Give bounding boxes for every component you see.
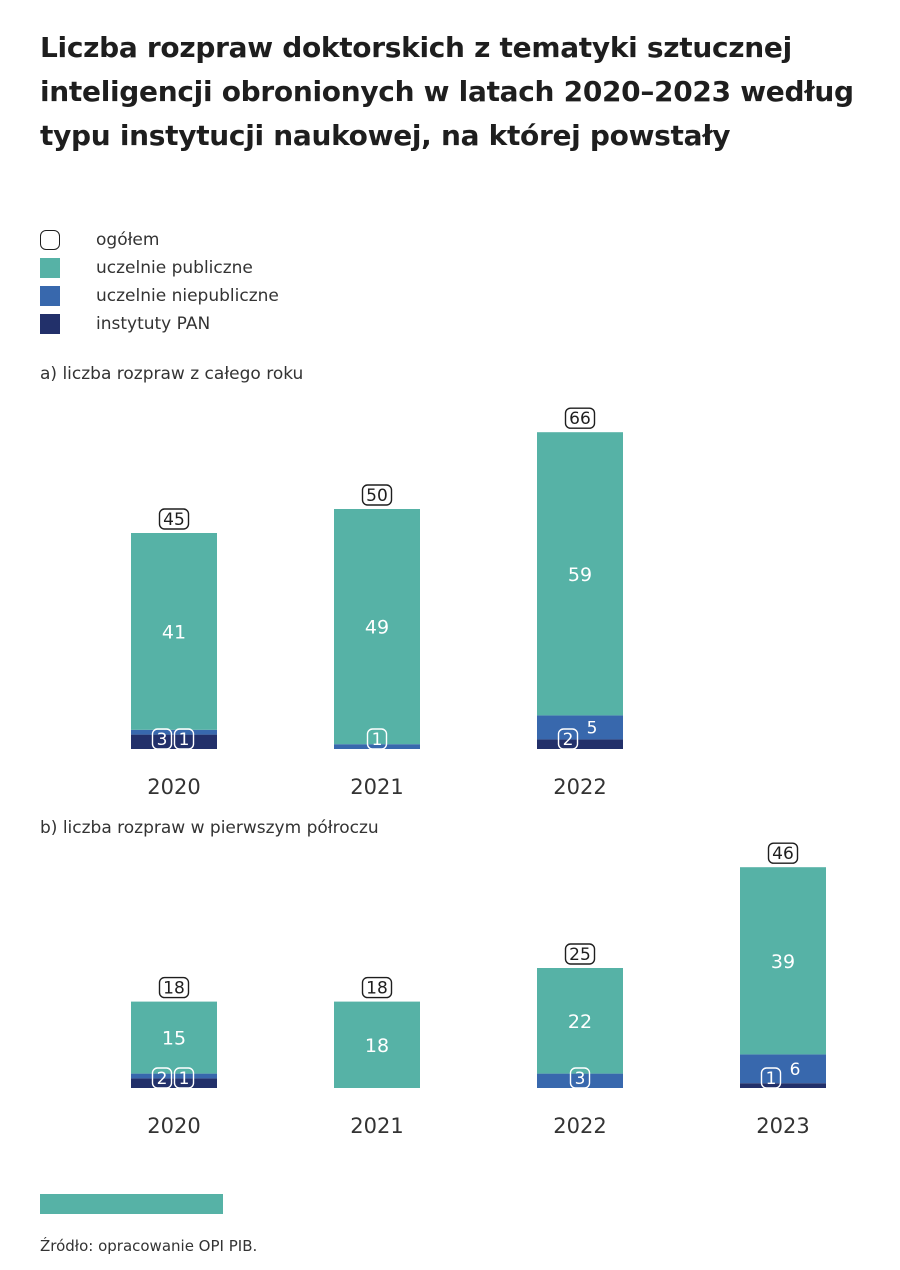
value-label-public-2022: 22	[568, 1011, 592, 1033]
total-label-2021: 18	[366, 979, 388, 999]
total-label-2023: 46	[772, 844, 794, 864]
value-label-nonpublic-2022: 5	[587, 718, 598, 738]
total-label-2020: 18	[163, 979, 185, 999]
x-tick-label-2021: 2021	[350, 775, 403, 799]
value-label-pan-2020-box	[151, 1067, 173, 1089]
legend-label-nonpublic: uczelnie niepubliczne	[96, 286, 279, 306]
total-label-2021: 50	[366, 486, 388, 506]
value-label-nonpublic-2021-box	[366, 728, 388, 750]
total-label-2021-box	[361, 976, 393, 999]
bar-nonpublic-2021	[334, 744, 420, 749]
value-label-nonpublic-2020-box	[173, 1067, 195, 1089]
legend-label-pan: instytuty PAN	[96, 314, 211, 334]
value-label-nonpublic-2020: 1	[179, 1069, 190, 1089]
bar-public-2022	[537, 968, 623, 1074]
panel-a-title: a) liczba rozpraw z całego roku	[40, 364, 304, 384]
bar-nonpublic-2020	[131, 729, 217, 735]
bar-nonpublic-2023	[740, 1054, 826, 1084]
legend: ogółem uczelnie publiczne uczelnie niepu…	[40, 226, 279, 338]
legend-label-total: ogółem	[96, 230, 160, 250]
legend-item-pan: instytuty PAN	[40, 310, 279, 338]
bar-public-2020	[131, 1001, 217, 1074]
bar-public-2021	[334, 1001, 420, 1088]
total-label-2020: 45	[163, 510, 185, 530]
total-label-2020-box	[158, 976, 190, 999]
value-label-nonpublic-2022-box	[569, 1067, 591, 1089]
x-tick-label-2021: 2021	[350, 1114, 403, 1138]
value-label-nonpublic-2020-box	[173, 728, 195, 750]
legend-item-nonpublic: uczelnie niepubliczne	[40, 282, 279, 310]
total-label-2022: 25	[569, 945, 591, 965]
value-label-pan-2020-box	[151, 728, 173, 750]
bar-public-2022	[537, 432, 623, 716]
x-tick-label-2020: 2020	[147, 1114, 200, 1138]
legend-label-public: uczelnie publiczne	[96, 258, 253, 278]
bar-pan-2023	[740, 1083, 826, 1088]
value-label-public-2020: 41	[162, 621, 186, 643]
total-label-2022: 66	[569, 409, 591, 429]
total-label-2022-box	[564, 407, 596, 429]
legend-swatch-public	[40, 258, 60, 278]
source-note: Źródło: opracowanie OPI PIB.	[40, 1237, 258, 1255]
x-tick-label-2022: 2022	[553, 1114, 606, 1138]
value-label-pan-2020: 3	[157, 730, 168, 750]
value-label-nonpublic-2021: 1	[372, 730, 383, 750]
x-tick-label-2023: 2023	[756, 1114, 809, 1138]
value-label-public-2023: 39	[771, 951, 795, 973]
value-label-public-2021: 18	[365, 1035, 389, 1057]
chart-title: Liczba rozpraw doktorskich z tematyki sz…	[40, 31, 854, 152]
bar-public-2023	[740, 867, 826, 1055]
value-label-pan-2022-box	[557, 728, 579, 750]
bar-pan-2022	[537, 739, 623, 749]
value-label-public-2022: 59	[568, 564, 592, 586]
panel-b-title: b) liczba rozpraw w pierwszym półroczu	[40, 818, 379, 838]
legend-item-total: ogółem	[40, 226, 279, 254]
total-label-2021-box	[361, 484, 393, 506]
bar-public-2020	[131, 533, 217, 730]
value-label-public-2021: 49	[365, 617, 389, 639]
value-label-nonpublic-2020: 1	[179, 730, 190, 750]
total-label-2022-box	[564, 943, 596, 965]
legend-item-public: uczelnie publiczne	[40, 254, 279, 282]
bar-public-2021	[334, 509, 420, 745]
value-label-pan-2023-box	[760, 1067, 782, 1089]
legend-swatch-nonpublic	[40, 286, 60, 306]
bar-nonpublic-2022	[537, 715, 623, 740]
total-label-2023-box	[767, 842, 799, 864]
source-accent-bar	[40, 1194, 223, 1214]
legend-swatch-total	[40, 230, 60, 250]
x-tick-label-2022: 2022	[553, 775, 606, 799]
total-label-2020-box	[158, 508, 190, 530]
value-label-nonpublic-2023: 6	[790, 1060, 801, 1080]
x-tick-label-2020: 2020	[147, 775, 200, 799]
value-label-pan-2023: 1	[766, 1069, 777, 1089]
value-label-nonpublic-2022: 3	[575, 1069, 586, 1089]
value-label-public-2020: 15	[162, 1028, 186, 1050]
value-label-pan-2022: 2	[563, 730, 574, 750]
legend-swatch-pan	[40, 314, 60, 334]
value-label-pan-2020: 2	[157, 1069, 168, 1089]
bar-nonpublic-2022	[537, 1073, 623, 1088]
